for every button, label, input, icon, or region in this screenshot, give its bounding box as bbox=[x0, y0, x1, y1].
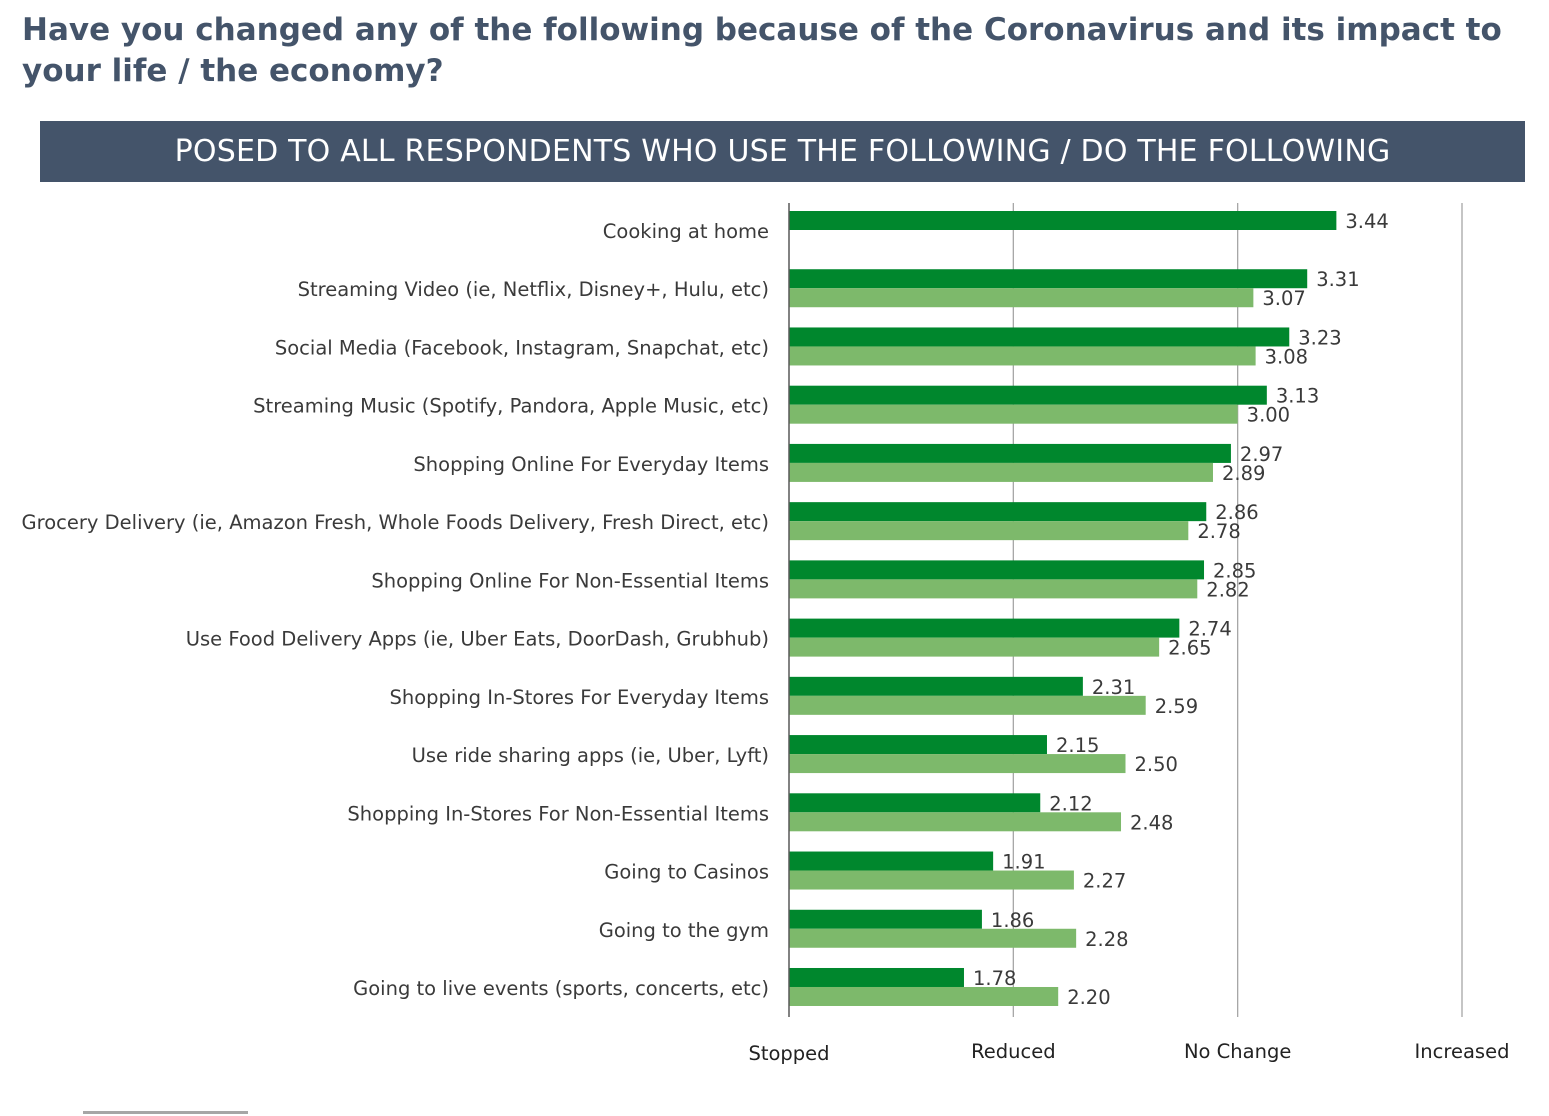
data-label: 2.59 bbox=[1155, 695, 1198, 718]
bar bbox=[789, 327, 1290, 347]
bar bbox=[789, 346, 1256, 366]
category-label: Streaming Video (ie, Netflix, Disney+, H… bbox=[298, 278, 769, 301]
bar bbox=[789, 579, 1198, 599]
banner-text: POSED TO ALL RESPONDENTS WHO USE THE FOL… bbox=[174, 134, 1391, 169]
bar bbox=[789, 560, 1205, 580]
bar bbox=[789, 443, 1231, 463]
data-label: 2.20 bbox=[1067, 986, 1110, 1009]
data-label: 1.91 bbox=[1002, 851, 1045, 874]
data-label: 2.15 bbox=[1056, 734, 1099, 757]
category-label: Going to the gym bbox=[599, 919, 769, 942]
x-tick-label: No Change bbox=[1184, 1040, 1291, 1063]
data-label: 3.44 bbox=[1345, 210, 1388, 233]
bar bbox=[789, 851, 994, 871]
data-label: 3.08 bbox=[1265, 345, 1308, 368]
bar bbox=[789, 502, 1207, 522]
x-tick-label: Increased bbox=[1415, 1040, 1510, 1063]
data-label: 3.23 bbox=[1298, 326, 1341, 349]
data-label: 3.13 bbox=[1276, 385, 1319, 408]
bar bbox=[789, 967, 964, 987]
data-label: 3.31 bbox=[1316, 268, 1359, 291]
data-label: 3.00 bbox=[1247, 404, 1290, 427]
category-label: Streaming Music (Spotify, Pandora, Apple… bbox=[253, 395, 769, 418]
category-label: Use ride sharing apps (ie, Uber, Lyft) bbox=[412, 744, 769, 767]
bar bbox=[789, 695, 1146, 715]
data-label: 2.27 bbox=[1083, 870, 1126, 893]
data-label: 2.74 bbox=[1188, 618, 1231, 641]
bar bbox=[789, 928, 1077, 948]
data-label: 2.12 bbox=[1049, 792, 1092, 815]
category-label: Cooking at home bbox=[603, 220, 769, 243]
bar bbox=[789, 812, 1122, 832]
category-label: Shopping In-Stores For Everyday Items bbox=[389, 686, 769, 709]
bar bbox=[789, 462, 1213, 482]
data-label: 2.65 bbox=[1168, 637, 1211, 660]
category-label: Use Food Delivery Apps (ie, Uber Eats, D… bbox=[186, 628, 769, 651]
x-tick-label: Reduced bbox=[971, 1040, 1056, 1063]
bar bbox=[789, 404, 1238, 424]
bar bbox=[789, 909, 982, 929]
data-label: 2.89 bbox=[1222, 462, 1265, 485]
data-label: 2.97 bbox=[1240, 443, 1283, 466]
bar bbox=[789, 269, 1308, 289]
page-title: Have you changed any of the following be… bbox=[22, 12, 1502, 89]
category-label: Going to live events (sports, concerts, … bbox=[353, 977, 769, 1000]
category-label: Social Media (Facebook, Instagram, Snapc… bbox=[275, 336, 769, 359]
data-label: 2.85 bbox=[1213, 559, 1256, 582]
bar bbox=[789, 618, 1180, 638]
bar bbox=[789, 288, 1254, 308]
data-label: 2.31 bbox=[1092, 676, 1135, 699]
category-label: Shopping Online For Everyday Items bbox=[413, 453, 769, 476]
data-label: 2.48 bbox=[1130, 811, 1173, 834]
bar bbox=[789, 676, 1083, 696]
x-tick-label: Stopped bbox=[748, 1042, 829, 1065]
data-label: 2.28 bbox=[1085, 928, 1128, 951]
category-label: Shopping Online For Non-Essential Items bbox=[371, 569, 769, 592]
data-label: 3.07 bbox=[1262, 287, 1305, 310]
section-banner: POSED TO ALL RESPONDENTS WHO USE THE FOL… bbox=[40, 121, 1525, 182]
bar bbox=[789, 986, 1059, 1006]
bar bbox=[789, 870, 1074, 890]
bar bbox=[789, 735, 1047, 755]
bar bbox=[789, 521, 1189, 541]
bar bbox=[789, 637, 1160, 657]
category-label: Shopping In-Stores For Non-Essential Ite… bbox=[347, 802, 769, 825]
footer-rule bbox=[83, 1111, 248, 1114]
data-label: 1.78 bbox=[973, 967, 1016, 990]
data-label: 2.78 bbox=[1197, 520, 1240, 543]
data-label: 1.86 bbox=[991, 909, 1034, 932]
bar bbox=[789, 211, 1337, 230]
data-label: 2.86 bbox=[1215, 501, 1258, 524]
category-label: Grocery Delivery (ie, Amazon Fresh, Whol… bbox=[22, 511, 769, 534]
category-label: Going to Casinos bbox=[604, 861, 769, 884]
data-label: 2.50 bbox=[1135, 753, 1178, 776]
bar bbox=[789, 385, 1267, 405]
data-label: 2.82 bbox=[1206, 578, 1249, 601]
bar bbox=[789, 793, 1041, 813]
bar bbox=[789, 754, 1126, 774]
